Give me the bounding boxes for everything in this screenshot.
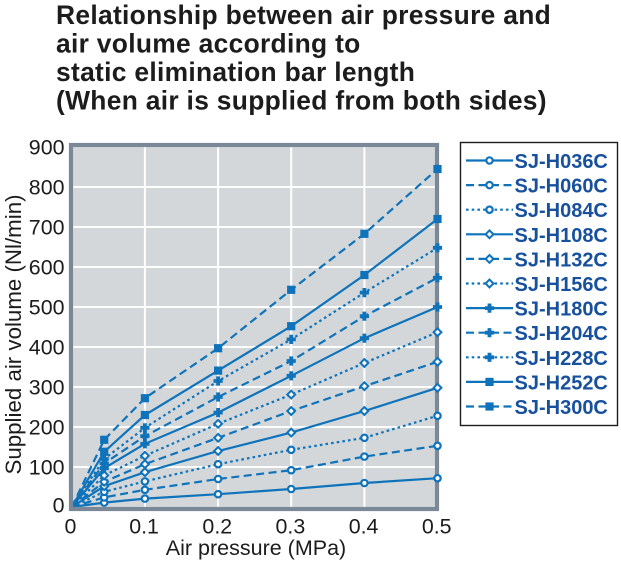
svg-text:SJ-H036C: SJ-H036C bbox=[515, 151, 608, 173]
svg-text:SJ-H156C: SJ-H156C bbox=[515, 274, 608, 296]
svg-text:SJ-H300C: SJ-H300C bbox=[515, 397, 608, 419]
svg-text:400: 400 bbox=[29, 336, 65, 360]
svg-text:500: 500 bbox=[29, 296, 65, 320]
svg-text:SJ-H084C: SJ-H084C bbox=[515, 200, 608, 222]
svg-text:SJ-H228C: SJ-H228C bbox=[515, 348, 608, 370]
svg-text:0.4: 0.4 bbox=[349, 515, 379, 539]
svg-text:800: 800 bbox=[29, 176, 65, 200]
svg-text:300: 300 bbox=[29, 376, 65, 400]
svg-text:Air pressure (MPa): Air pressure (MPa) bbox=[166, 536, 346, 560]
svg-text:600: 600 bbox=[29, 256, 65, 280]
svg-text:Supplied air volume (Nl/min): Supplied air volume (Nl/min) bbox=[1, 194, 26, 474]
svg-text:SJ-H108C: SJ-H108C bbox=[515, 225, 608, 247]
svg-text:SJ-H204C: SJ-H204C bbox=[515, 323, 608, 345]
svg-text:SJ-H180C: SJ-H180C bbox=[515, 299, 608, 321]
svg-text:100: 100 bbox=[29, 456, 65, 480]
svg-text:0.2: 0.2 bbox=[202, 515, 232, 539]
svg-text:air volume according to: air volume according to bbox=[56, 28, 361, 58]
svg-text:900: 900 bbox=[29, 136, 65, 160]
svg-text:SJ-H060C: SJ-H060C bbox=[515, 176, 608, 198]
svg-text:Relationship between air press: Relationship between air pressure and bbox=[56, 0, 551, 30]
svg-text:0: 0 bbox=[53, 494, 65, 518]
svg-text:(When air is supplied from bot: (When air is supplied from both sides) bbox=[56, 85, 547, 115]
svg-text:SJ-H252C: SJ-H252C bbox=[515, 372, 608, 394]
svg-text:0.3: 0.3 bbox=[276, 515, 306, 539]
svg-text:0: 0 bbox=[65, 515, 77, 539]
svg-text:0.1: 0.1 bbox=[129, 515, 159, 539]
svg-text:0.5: 0.5 bbox=[422, 515, 452, 539]
svg-text:700: 700 bbox=[29, 216, 65, 240]
svg-text:static elimination bar length: static elimination bar length bbox=[56, 57, 415, 87]
svg-text:200: 200 bbox=[29, 416, 65, 440]
svg-text:SJ-H132C: SJ-H132C bbox=[515, 249, 608, 271]
